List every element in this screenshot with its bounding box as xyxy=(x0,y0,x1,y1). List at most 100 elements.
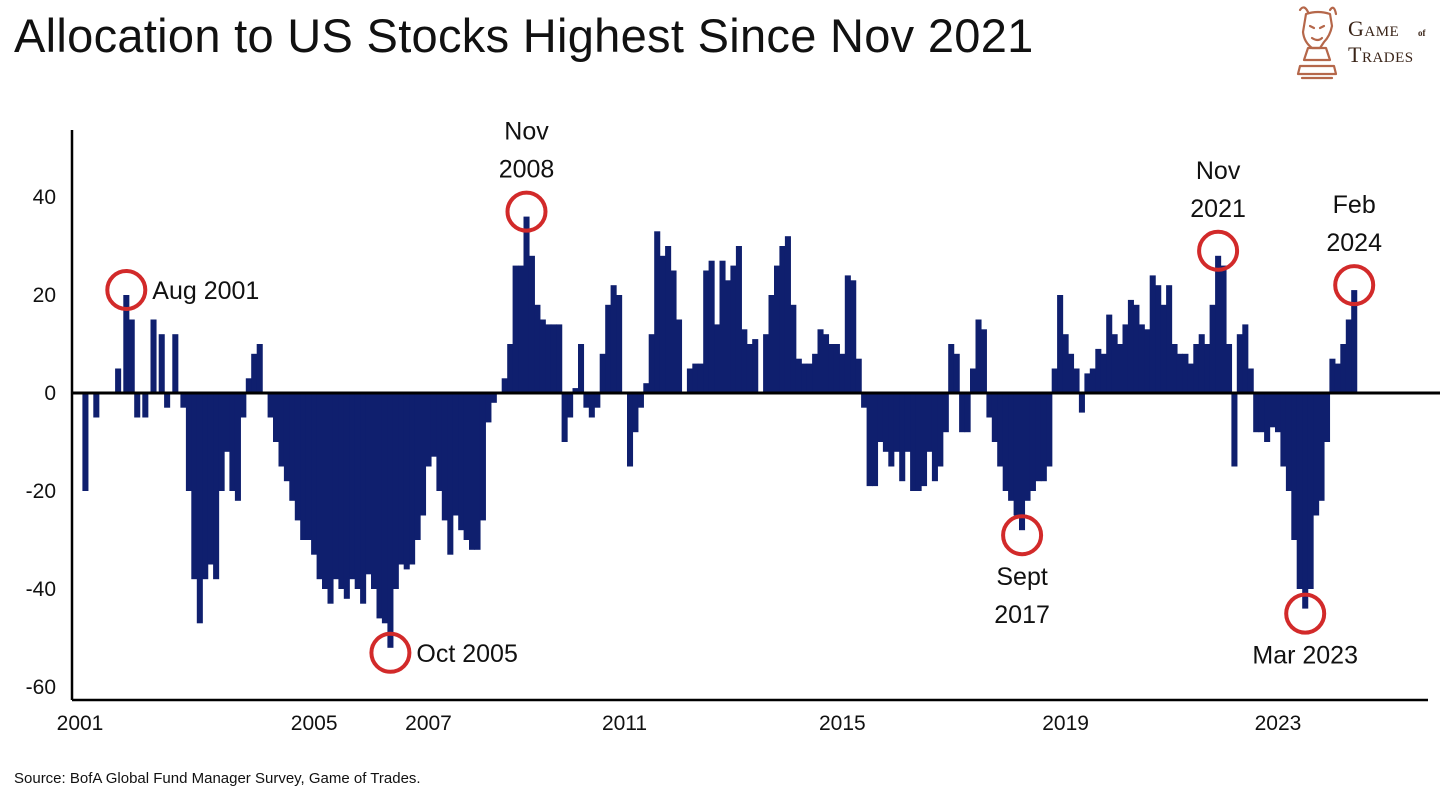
bar xyxy=(572,388,579,393)
bar xyxy=(305,393,312,540)
bar xyxy=(763,334,770,393)
bar xyxy=(1215,255,1222,393)
bar xyxy=(588,393,595,418)
bar xyxy=(850,280,857,393)
bar xyxy=(627,393,634,467)
bar xyxy=(371,393,378,589)
bar xyxy=(1264,393,1271,442)
bull-chess-knight-icon xyxy=(1296,6,1338,80)
bar xyxy=(904,393,911,452)
bar xyxy=(888,393,895,467)
annotation-label: 2021 xyxy=(1190,195,1246,223)
bar xyxy=(616,295,623,393)
bar xyxy=(899,393,906,482)
annotation-label: Nov xyxy=(504,118,549,146)
bar xyxy=(997,393,1004,467)
bar xyxy=(409,393,416,565)
bar xyxy=(1024,393,1031,501)
highlight-circle xyxy=(369,631,412,674)
highlight-circle xyxy=(1197,229,1240,272)
annotation-label: Mar 2023 xyxy=(1252,642,1358,670)
bar xyxy=(806,363,813,393)
bar xyxy=(128,319,135,393)
bar xyxy=(735,246,742,393)
bar xyxy=(578,344,585,393)
bar xyxy=(1193,344,1200,393)
bar xyxy=(1144,329,1151,393)
highlight-circle xyxy=(105,269,148,311)
logo-line-1: Game xyxy=(1348,16,1400,41)
bar xyxy=(812,353,819,393)
bar xyxy=(1231,393,1238,467)
annotation-label: Sept xyxy=(996,563,1047,591)
bar xyxy=(229,393,236,491)
bar xyxy=(708,260,715,393)
bar xyxy=(240,393,247,418)
bar xyxy=(670,270,677,393)
chart-title: Allocation to US Stocks Highest Since No… xyxy=(14,9,1034,62)
x-tick-label: 2001 xyxy=(57,712,104,735)
bar xyxy=(207,393,214,565)
bar xyxy=(964,393,971,433)
bar xyxy=(425,393,432,467)
bar xyxy=(654,231,661,393)
x-tick-label: 2015 xyxy=(819,712,866,735)
bar xyxy=(1051,368,1058,393)
bar xyxy=(801,363,808,393)
bar xyxy=(1155,285,1162,393)
bar xyxy=(980,329,987,393)
bar xyxy=(82,393,89,491)
bar xyxy=(123,295,130,393)
bar xyxy=(1253,393,1260,433)
bar xyxy=(594,393,601,408)
bar xyxy=(430,393,437,457)
bar xyxy=(1275,393,1282,433)
bar xyxy=(1198,334,1205,393)
bar xyxy=(507,344,514,393)
logo-line-2: Trades xyxy=(1348,42,1414,67)
bar xyxy=(550,324,557,393)
bar xyxy=(534,304,541,393)
bar xyxy=(283,393,290,482)
bar xyxy=(523,216,530,393)
bar xyxy=(774,265,781,393)
bar xyxy=(665,246,672,393)
bar xyxy=(725,280,732,393)
bar xyxy=(1089,368,1096,393)
bar xyxy=(1008,393,1015,501)
y-tick-label: 40 xyxy=(33,186,56,209)
bar xyxy=(420,393,427,516)
bar xyxy=(1013,393,1020,516)
bar xyxy=(752,339,759,393)
bar xyxy=(1166,285,1173,393)
bar xyxy=(1002,393,1009,491)
game-of-trades-logo: Game of Trades xyxy=(1290,2,1450,84)
bar xyxy=(599,353,606,393)
bar xyxy=(741,329,748,393)
bar xyxy=(273,393,280,442)
annotation-label: 2017 xyxy=(994,601,1050,629)
bar xyxy=(872,393,879,487)
bar xyxy=(583,393,590,408)
bar xyxy=(1307,393,1314,589)
bar xyxy=(839,353,846,393)
bar xyxy=(316,393,323,580)
bar xyxy=(115,368,122,393)
bar xyxy=(1029,393,1036,491)
bar xyxy=(1182,353,1189,393)
bar xyxy=(948,344,955,393)
bar xyxy=(1285,393,1292,491)
bar xyxy=(458,393,465,531)
bar xyxy=(986,393,993,418)
bar xyxy=(300,393,307,540)
bar xyxy=(474,393,481,550)
bar xyxy=(784,236,791,393)
bar xyxy=(779,246,786,393)
bar xyxy=(545,324,552,393)
bar xyxy=(1329,358,1336,393)
bar xyxy=(164,393,171,408)
bar xyxy=(1111,334,1118,393)
bar xyxy=(1302,393,1309,609)
bar xyxy=(338,393,345,589)
bar xyxy=(697,363,704,393)
